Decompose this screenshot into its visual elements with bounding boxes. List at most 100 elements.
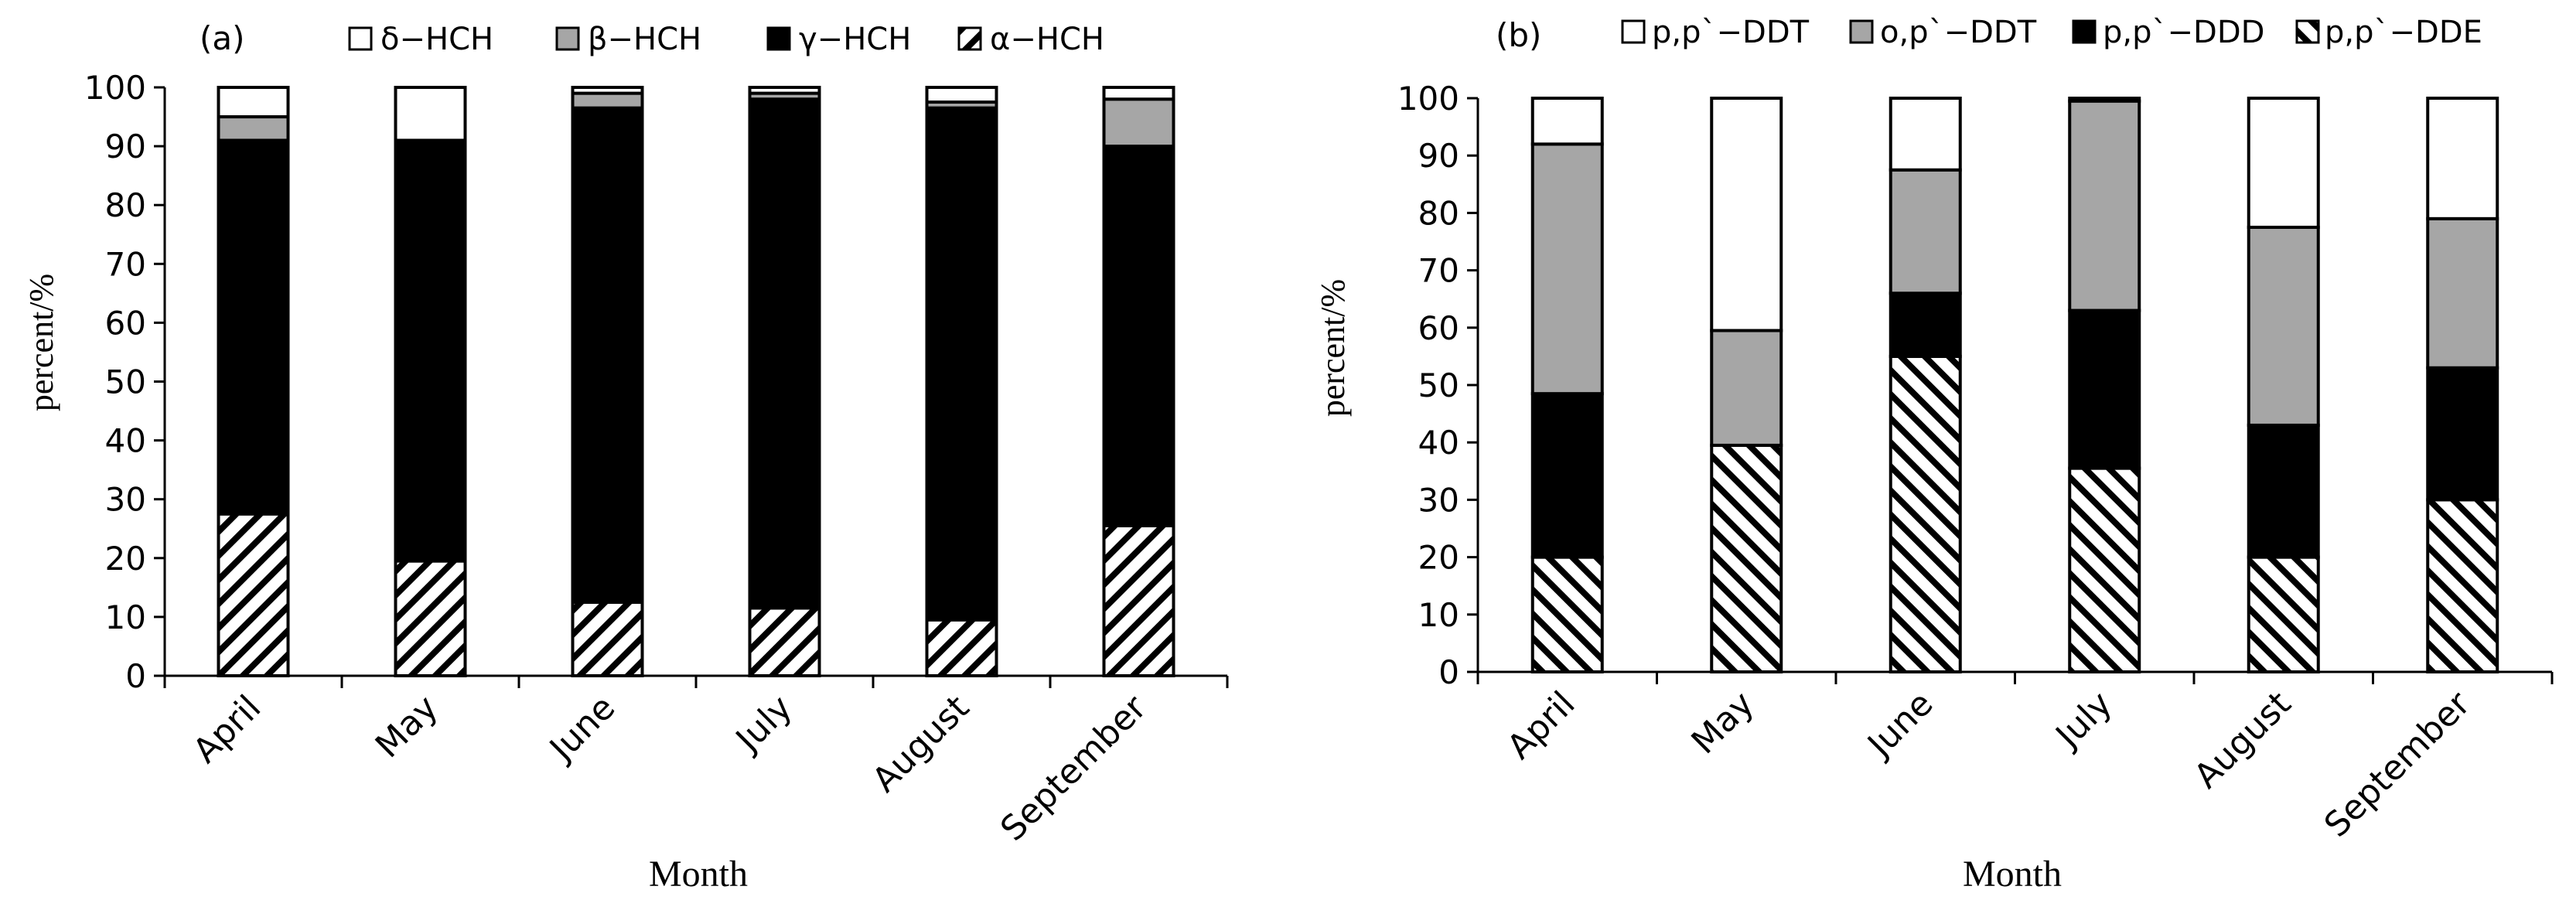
bar-b-july-p-p-dde [2068,466,2141,674]
chart-panel-a: (a) δ−HCH β−HCH γ−HCH α−HCH percent/% Mo… [22,19,1229,895]
y-tick-label-b: 70 [1418,252,1459,290]
bar-b-september-p-p-ddt [2426,97,2499,220]
y-tick-label-a: 70 [105,245,146,283]
bar-a-september-delta-hch [1102,86,1175,101]
x-axis-label-a: Month [649,854,748,895]
bar-a-september-gamma-hch [1102,145,1175,527]
bar-a-may-alpha-hch [394,559,467,677]
legend-b-label-pp-ddd: p,p`−DDD [2103,15,2264,50]
bar-b-august-o-p-ddt [2247,225,2320,427]
y-tick-label-b: 40 [1418,424,1459,462]
legend-a-swatch-beta-hch [555,26,580,51]
y-tick-label-b: 60 [1418,309,1459,347]
legend-b-swatch-pp-ddd [2072,19,2097,44]
bar-b-june-p-p-ddt [1888,97,1962,172]
y-tick-label-a: 40 [105,422,146,460]
y-tick-label-b: 10 [1418,596,1459,634]
y-tick-label-b: 0 [1438,653,1459,691]
y-tick-label-b: 90 [1418,137,1459,175]
bar-b-august-p-p-ddd [2247,423,2320,559]
bar-b-september-p-p-dde [2426,498,2499,674]
x-tick-label-b-august: August [2187,684,2299,796]
x-tick-label-a-june: June [541,688,623,770]
x-tick-label-a-august: August [865,688,977,800]
bar-b-june-o-p-ddt [1888,168,1962,295]
y-tick-label-a: 30 [105,481,146,519]
bar-b-may-p-p-ddt [1710,97,1783,332]
panel-label-b: (b) [1496,16,1541,54]
bar-b-july-p-p-ddd [2068,309,2141,470]
bar-a-april-delta-hch [217,86,290,119]
bar-a-august-alpha-hch [925,618,998,678]
legend-b: p,p`−DDT o,p`−DDT p,p`−DDD p,p`−DDE [1621,15,2482,50]
bar-b-june-p-p-ddd [1888,291,1962,358]
y-tick-label-a: 20 [105,540,146,578]
y-tick-label-a: 50 [105,363,146,401]
legend-b-label-pp-dde: p,p`−DDE [2325,15,2482,50]
bar-a-april-alpha-hch [217,512,290,677]
bar-a-june-delta-hch [571,86,644,95]
legend-a-swatch-alpha-hch [957,26,982,51]
y-tick-label-a: 0 [125,657,146,695]
bar-a-april-gamma-hch [217,138,290,516]
y-tick-label-b: 80 [1418,194,1459,232]
chart-panel-b: (b) p,p`−DDT o,p`−DDT p,p`−DDD p,p`−DDE … [1314,15,2554,895]
bar-b-august-p-p-ddt [2247,97,2320,229]
x-tick-label-a-april: April [186,688,268,771]
y-tick-label-b: 20 [1418,539,1459,577]
panel-label-a: (a) [200,19,245,57]
y-tick-label-a: 100 [84,69,146,107]
bar-b-july-p-p-ddt [2068,97,2141,103]
y-tick-label-b: 30 [1418,481,1459,519]
x-tick-label-a-may: May [368,688,445,765]
x-tick-label-b-april: April [1500,684,1582,767]
legend-b-swatch-op-ddt [1849,19,1874,44]
bar-b-august-p-p-dde [2247,555,2320,673]
y-tick-label-a: 60 [105,304,146,342]
legend-a-label-beta-hch: β−HCH [588,22,701,57]
x-tick-label-a-july: July [727,688,800,761]
bar-a-august-delta-hch [925,86,998,104]
x-tick-label-b-september: September [2317,683,2479,845]
bar-b-april-o-p-ddt [1530,142,1604,396]
bar-a-april-beta-hch [217,115,290,142]
legend-b-swatch-pp-dde [2295,19,2320,44]
legend-a: δ−HCH β−HCH γ−HCH α−HCH [348,22,1104,57]
y-tick-label-a: 80 [105,186,146,224]
plot-area-b: 0 10 20 30 40 50 60 70 80 90 100 April May June July Au… [1397,80,2554,845]
legend-b-label-op-ddt: o,p`−DDT [1880,15,2037,50]
legend-b-label-pp-ddt: p,p`−DDT [1652,15,1810,50]
legend-a-swatch-delta-hch [348,26,373,51]
bar-a-september-alpha-hch [1102,523,1175,677]
legend-b-swatch-pp-ddt [1621,19,1646,44]
bar-a-may-gamma-hch [394,138,467,563]
y-axis-label-a: percent/% [22,274,60,411]
bar-b-may-o-p-ddt [1710,329,1783,447]
bar-a-june-gamma-hch [571,106,644,604]
y-tick-label-a: 10 [105,598,146,636]
x-axis-label-b: Month [1963,854,2062,895]
legend-a-label-alpha-hch: α−HCH [990,22,1104,57]
legend-a-label-delta-hch: δ−HCH [380,22,493,57]
x-tick-label-b-may: May [1684,684,1762,762]
bar-a-may-delta-hch [394,86,467,142]
bar-b-september-p-p-ddd [2426,366,2499,502]
bar-a-july-gamma-hch [748,97,821,610]
x-tick-label-a-september: September [993,687,1155,849]
bar-a-june-alpha-hch [571,600,644,677]
bar-b-april-p-p-ddt [1530,97,1604,146]
bar-b-april-p-p-dde [1530,555,1604,673]
legend-a-label-gamma-hch: γ−HCH [799,22,911,57]
bar-b-july-o-p-ddt [2068,99,2141,312]
x-tick-label-b-july: July [2047,684,2120,757]
legend-a-swatch-gamma-hch [766,26,791,51]
y-tick-label-b: 100 [1397,80,1459,118]
y-tick-label-a: 90 [105,128,146,165]
bar-a-august-gamma-hch [925,106,998,622]
bar-b-april-p-p-ddd [1530,392,1604,559]
bar-b-may-p-p-dde [1710,443,1783,673]
bar-a-june-beta-hch [571,91,644,110]
plot-area-a: 0 10 20 30 40 50 60 70 80 90 100 April May June July Au… [84,69,1229,849]
y-axis-label-b: percent/% [1314,279,1352,417]
